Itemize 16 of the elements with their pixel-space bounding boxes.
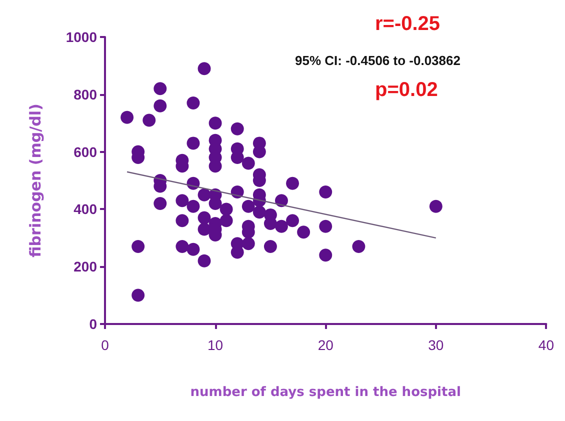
y-tick-label: 1000 — [66, 29, 98, 45]
x-tick-label: 30 — [428, 337, 444, 353]
y-tick-label: 0 — [89, 316, 98, 332]
annotation: 95% CI: -0.4506 to -0.03862 — [295, 53, 460, 68]
x-tick-label: 10 — [208, 337, 224, 353]
y-tick-label: 800 — [74, 86, 98, 102]
y-tick-label: 200 — [74, 258, 98, 275]
x-tick-label: 40 — [538, 337, 554, 353]
annotation: p=0.02 — [375, 79, 438, 101]
x-axis-title: number of days spent in the hospital — [190, 385, 461, 400]
text: r=-0.25 — [375, 13, 440, 35]
x-tick-label: 20 — [318, 337, 334, 353]
y-axis-title: fibrinogen (mg/dl) — [26, 104, 44, 258]
x-tick-label: 0 — [101, 337, 110, 353]
y-tick-label: 400 — [74, 201, 98, 218]
y-tick-label: 600 — [74, 144, 98, 160]
